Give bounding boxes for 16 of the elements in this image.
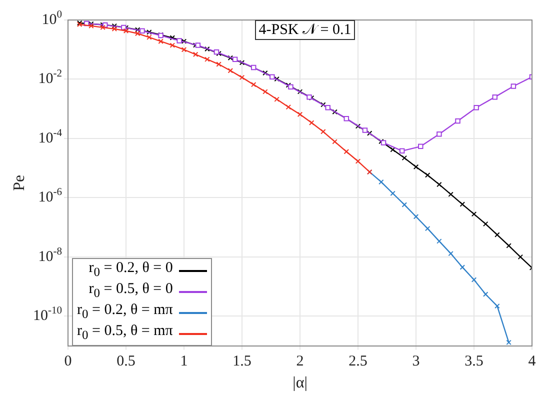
y-axis-title: Pe (10, 174, 28, 191)
legend-label: r$_{0}$ = 0.2, θ = 0 (88, 260, 173, 281)
legend-label: r$_{0}$ = 0.5, θ = mπ (77, 323, 173, 344)
x-tick-label: 1 (180, 354, 188, 370)
x-tick-label: 3.5 (464, 354, 484, 370)
x-tick-label: 2.5 (348, 354, 368, 370)
x-tick-label: 0 (64, 354, 72, 370)
x-tick-label: 0.5 (116, 354, 136, 370)
chart-title: 4-PSK 𝒩 = 0.1 (254, 20, 356, 40)
legend-label: r$_{0}$ = 0.5, θ = 0 (88, 281, 173, 302)
legend-label: r$_{0}$ = 0.2, θ = mπ (77, 302, 173, 323)
x-tick-label: 1.5 (232, 354, 252, 370)
x-tick-label: 3 (412, 354, 420, 370)
x-tick-label: 2 (296, 354, 304, 370)
x-axis-title: |α| (292, 374, 308, 392)
x-tick-label: 4 (528, 354, 536, 370)
